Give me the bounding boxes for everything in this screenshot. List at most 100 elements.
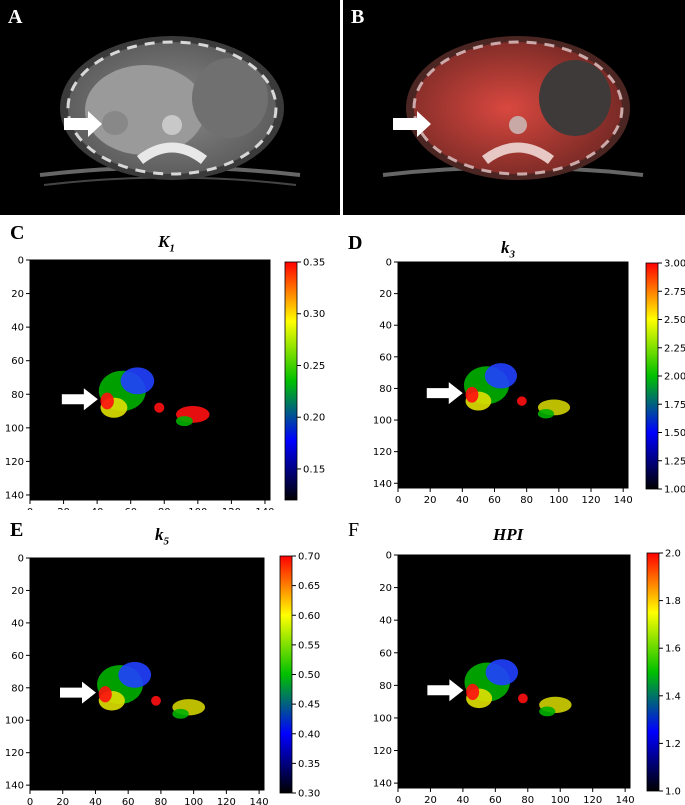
y-tick-label: 80: [11, 683, 24, 694]
y-tick-label: 0: [18, 256, 24, 267]
x-tick-label: 120: [581, 495, 600, 506]
heatmap-panel-f: F HPI 0 20 40 60 80 100 120 140 0 20 40 60 80 100 120 1…: [343, 515, 685, 805]
colorbar-tick-label: 1.2: [665, 739, 681, 750]
panel-label-c: C: [10, 222, 25, 244]
y-tick-label: 140: [5, 781, 24, 792]
y-tick-label: 60: [379, 352, 392, 363]
panel-label-d: D: [348, 232, 363, 254]
heatmap-region: [118, 661, 152, 688]
ct-image-a: A: [0, 0, 340, 215]
colorbar-tick-label: 0.70: [298, 552, 320, 563]
heatmap-region: [517, 396, 527, 406]
x-tick-label: 100: [551, 795, 570, 805]
heatmap-region: [172, 708, 189, 719]
arrow-icon: [427, 679, 464, 702]
heatmap-region: [518, 693, 528, 704]
axes-frame: [397, 261, 629, 489]
petct-scan-illustration: [382, 36, 644, 180]
y-tick-label: 60: [11, 651, 24, 662]
heatmap-region: [484, 363, 518, 389]
y-tick-label: 60: [379, 648, 392, 659]
colorbar-tick-label: 0.55: [298, 640, 320, 651]
panel-label-f: F: [348, 519, 360, 541]
x-tick-label: 60: [122, 797, 135, 805]
colorbar-tick-label: 2.0: [665, 549, 681, 560]
colorbar-tick-label: 1.75: [664, 400, 685, 411]
colorbar-tick-label: 1.0: [665, 787, 681, 798]
petct-image-b: B: [343, 0, 685, 215]
arrow-icon: [60, 681, 96, 704]
colorbar-tick-label: 0.40: [298, 729, 320, 740]
x-tick-label: 120: [217, 797, 236, 805]
arrow-icon: [64, 111, 102, 137]
y-tick-label: 20: [11, 586, 24, 597]
ct-scan-illustration: [39, 36, 301, 186]
heatmap-region: [100, 392, 114, 410]
y-tick-label: 140: [373, 479, 392, 490]
colorbar-tick-label: 0.20: [303, 413, 325, 424]
x-tick-label: 60: [489, 795, 502, 805]
colorbar-tick-label: 0.35: [298, 759, 320, 770]
colorbar-tick-label: 1.6: [665, 644, 681, 655]
chart-title-e: k5: [155, 525, 169, 547]
heatmap-panel-d: D k3 0 20 40 60 80 100 120 140 0 20 40 60 80 100 120 14…: [343, 220, 685, 510]
x-tick-label: 120: [222, 507, 241, 510]
chart-title-f: HPI: [493, 525, 523, 547]
heatmap-region: [465, 386, 479, 403]
x-tick-label: 100: [184, 797, 203, 805]
arrow-icon: [426, 382, 463, 405]
heatmap-region: [176, 416, 193, 427]
colorbar-tick-label: 0.30: [298, 789, 320, 800]
y-tick-label: 120: [5, 748, 24, 759]
heatmap-region: [537, 408, 555, 419]
arrow-icon: [393, 111, 431, 137]
heatmap-d: 0 20 40 60 80 100 120 1400204060801001201403.00…: [373, 258, 685, 507]
x-tick-label: 80: [521, 795, 534, 805]
y-tick-label: 140: [373, 779, 392, 790]
x-tick-label: 100: [188, 507, 207, 510]
y-tick-label: 0: [386, 551, 392, 562]
colorbar-tick-label: 1.00: [664, 485, 685, 496]
y-tick-label: 100: [5, 423, 24, 434]
x-tick-label: 60: [124, 507, 137, 510]
heatmap-region: [98, 686, 112, 703]
y-tick-label: 60: [11, 356, 24, 367]
x-tick-label: 20: [57, 507, 70, 510]
axes-frame: [29, 259, 271, 501]
colorbar-tick-label: 1.8: [665, 596, 681, 607]
x-tick-label: 0: [395, 495, 401, 506]
colorbar-tick-label: 2.25: [664, 343, 685, 354]
title-main: k: [155, 525, 164, 544]
x-tick-label: 0: [27, 797, 33, 805]
colorbar: [284, 261, 298, 501]
heatmap-panel-e: E k5 0 20 40 60 80 100 120 140 0 20 40 60 80 100 120 14…: [0, 515, 342, 805]
colorbar-tick-label: 0.35: [303, 258, 325, 269]
x-tick-label: 140: [614, 495, 633, 506]
x-tick-label: 40: [457, 795, 470, 805]
title-main: k: [501, 238, 510, 257]
colorbar: [646, 552, 660, 792]
colorbar-tick-label: 0.30: [303, 309, 325, 320]
y-tick-label: 40: [379, 321, 392, 332]
x-tick-label: 0: [27, 507, 33, 510]
heatmap-e: 0 20 40 60 80 100 120 1400204060801001201400.70…: [5, 552, 320, 805]
y-tick-label: 0: [18, 554, 24, 565]
heatmap-region: [151, 695, 161, 706]
y-tick-label: 40: [11, 323, 24, 334]
colorbar-tick-label: 0.15: [303, 464, 325, 475]
colorbar-tick-label: 1.4: [665, 691, 681, 702]
colorbar-tick-label: 0.60: [298, 611, 320, 622]
colorbar-tick-label: 0.25: [303, 361, 325, 372]
x-tick-label: 20: [424, 795, 437, 805]
y-tick-label: 120: [5, 457, 24, 468]
x-tick-label: 40: [91, 507, 104, 510]
panel-label-e: E: [10, 519, 24, 541]
chart-title-c: K1: [158, 232, 175, 254]
colorbar-tick-label: 2.00: [664, 372, 685, 383]
x-tick-label: 80: [158, 507, 171, 510]
heatmap-panel-c: C K1 0 20 40 60 80 100 120 140 0 20 40 60 80 100 120 14…: [0, 220, 342, 510]
x-tick-label: 20: [424, 495, 437, 506]
x-tick-label: 120: [583, 795, 602, 805]
heatmap-region: [120, 367, 155, 395]
x-tick-label: 40: [89, 797, 102, 805]
